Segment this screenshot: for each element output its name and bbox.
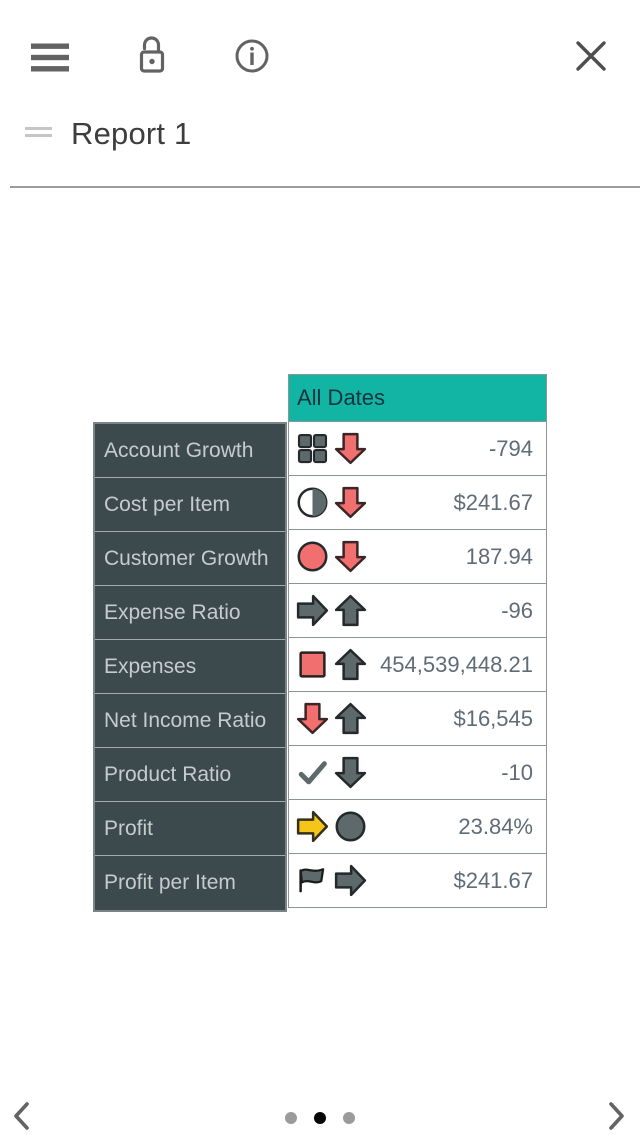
indicator-icons [295,809,371,844]
check-icon [298,761,327,785]
page-dot-active[interactable] [314,1112,326,1124]
metric-value-cell[interactable]: -96 [288,584,547,638]
prev-page-button[interactable] [11,1101,31,1136]
metric-value: 187.94 [465,543,533,569]
value-column: -794 $241.67 187.94 -96 454,539,448.21 $… [288,422,547,908]
indicator-icons [295,647,371,682]
indicator-icons [295,539,371,574]
metric-value-cell[interactable]: -10 [288,746,547,800]
metric-value: -96 [501,597,533,623]
flag-icon [299,868,325,893]
metric-label: Net Income Ratio [95,694,285,748]
arrow-right-gray-icon [296,594,329,627]
metric-label: Expenses [95,640,285,694]
square-red-icon [299,651,326,678]
page-title: Report 1 [71,116,192,151]
arrow-down-red-icon [334,432,367,465]
menu-icon[interactable] [30,43,70,77]
arrow-down-red-icon [334,540,367,573]
page-indicator [285,1112,355,1124]
metric-value: $16,545 [453,705,533,731]
page-dot[interactable] [285,1112,297,1124]
indicator-icons [295,431,371,466]
circle-gray-icon [335,811,366,842]
arrow-up-gray-icon [334,648,367,681]
metric-label: Product Ratio [95,748,285,802]
metric-value-cell[interactable]: $241.67 [288,854,547,908]
metric-value: $241.67 [453,489,533,515]
metric-label: Expense Ratio [95,586,285,640]
circle-red-icon [297,541,328,572]
indicator-icons [295,485,371,520]
metric-label: Cost per Item [95,478,285,532]
indicator-icons [295,863,371,898]
metric-label: Profit [95,802,285,856]
metric-value: 454,539,448.21 [380,651,533,677]
metric-label: Profit per Item [95,856,285,910]
metric-value-cell[interactable]: $16,545 [288,692,547,746]
unlock-icon[interactable] [135,35,169,82]
arrow-up-gray-icon [334,594,367,627]
indicator-icons [295,701,371,736]
metric-value-cell[interactable]: 187.94 [288,530,547,584]
label-column: Account Growth Cost per Item Customer Grow… [93,422,287,912]
arrow-right-gray-icon [334,864,367,897]
metric-label: Account Growth [95,424,285,478]
metric-value: $241.67 [453,867,533,893]
grid-icon [297,433,328,464]
next-page-button[interactable] [607,1101,627,1136]
arrow-down-red-icon [296,702,329,735]
metric-value: -10 [501,759,533,785]
metric-value-cell[interactable]: $241.67 [288,476,547,530]
page-dot[interactable] [343,1112,355,1124]
metric-label: Customer Growth [95,532,285,586]
indicator-icons [295,755,371,790]
indicator-icons [295,593,371,628]
arrow-down-red-icon [334,486,367,519]
arrow-right-yellow-icon [296,810,329,843]
arrow-down-gray-icon [334,756,367,789]
arrow-up-gray-icon [334,702,367,735]
half-circle-icon [297,487,328,518]
column-header[interactable]: All Dates [288,374,547,422]
drag-handle-icon[interactable] [25,127,52,140]
metric-value: -794 [488,435,533,461]
info-icon[interactable] [234,38,270,79]
metric-value-cell[interactable]: 454,539,448.21 [288,638,547,692]
metric-value: 23.84% [458,813,533,839]
metric-value-cell[interactable]: 23.84% [288,800,547,854]
metric-value-cell[interactable]: -794 [288,422,547,476]
divider [10,186,640,188]
close-icon[interactable] [575,40,607,77]
